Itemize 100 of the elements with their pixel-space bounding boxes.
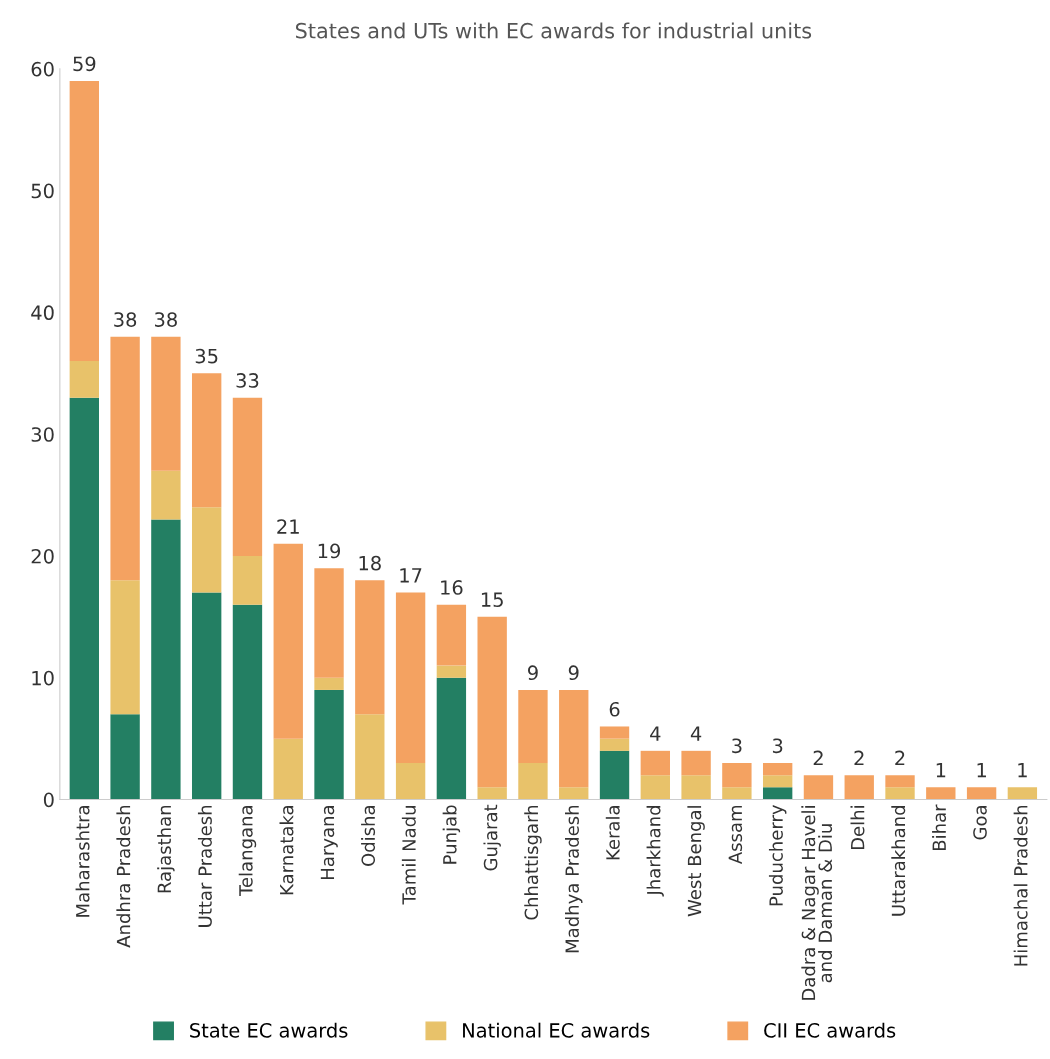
bar <box>232 555 263 605</box>
bar <box>69 361 99 398</box>
total-label: 3 <box>732 738 742 754</box>
bar <box>885 787 915 800</box>
bar <box>640 775 670 800</box>
bar <box>436 665 467 678</box>
x-tick-label: Rajasthan <box>157 805 175 893</box>
bar <box>436 677 467 800</box>
bar <box>232 604 263 800</box>
bar <box>395 592 426 764</box>
x-tick-label: Himachal Pradesh <box>1013 805 1028 966</box>
x-tick-label: Andhra Pradesh <box>116 805 131 948</box>
y-tick-label: 10 <box>32 670 54 686</box>
x-tick-label: Kerala <box>605 806 620 860</box>
x-tick-label: Dadra & Nagar Haveli and Daman & Diu <box>801 806 833 1000</box>
x-tick-label: Gujarat <box>483 804 501 871</box>
bar <box>762 787 793 800</box>
x-tick-label: West Bengal <box>687 806 705 917</box>
bar <box>559 787 589 800</box>
total-label: 9 <box>528 665 538 681</box>
total-label: 1 <box>977 763 986 778</box>
bar <box>232 397 263 556</box>
y-tick-label: 50 <box>31 183 54 199</box>
x-tick-label: Maharashtra <box>75 806 90 917</box>
x-tick-label: Uttar Pradesh <box>197 805 212 927</box>
y-tick-label: 20 <box>31 548 54 564</box>
y-tick-label: 30 <box>31 427 54 442</box>
bar <box>885 775 915 788</box>
bar <box>640 750 670 776</box>
total-label: 2 <box>895 750 905 766</box>
bar <box>314 568 344 678</box>
x-tick-label: Bihar <box>932 804 947 850</box>
total-label: 1 <box>1018 763 1027 778</box>
bar <box>762 775 793 788</box>
bar <box>395 763 426 800</box>
bar <box>151 470 181 520</box>
bar <box>966 787 997 800</box>
chart-title: States and UTs with EC awards for industrial units <box>295 22 812 39</box>
x-tick-label: Puducherry <box>768 804 787 906</box>
x-tick-label: Punjab <box>442 805 461 864</box>
total-label: 35 <box>195 348 218 364</box>
total-label: 38 <box>155 312 177 327</box>
total-label: 2 <box>854 750 864 766</box>
bar <box>191 373 222 508</box>
bar <box>151 336 181 471</box>
y-tick-label: 0 <box>43 792 54 808</box>
total-label: 9 <box>568 665 579 681</box>
bar <box>110 714 140 800</box>
bar <box>599 738 630 751</box>
bar <box>151 519 181 800</box>
bar <box>69 397 99 800</box>
bar <box>355 714 385 800</box>
total-label: 19 <box>318 543 341 559</box>
legend-label: National EC awards <box>463 1022 650 1038</box>
bar <box>518 763 548 800</box>
total-label: 1 <box>936 763 946 778</box>
total-label: 6 <box>609 701 620 717</box>
x-tick-label: Karnataka <box>279 806 294 895</box>
bar <box>355 580 385 715</box>
legend-label: CII EC awards <box>764 1022 896 1038</box>
bar <box>436 604 467 666</box>
total-label: 59 <box>73 56 96 72</box>
y-tick-label: 40 <box>31 305 54 321</box>
bar <box>926 787 956 800</box>
x-tick-label: Tamil Nadu <box>401 806 416 905</box>
bar <box>681 750 711 776</box>
bar <box>314 677 344 690</box>
total-label: 2 <box>813 750 823 766</box>
x-tick-label: Haryana <box>320 806 338 879</box>
bar <box>314 689 344 800</box>
legend-label: State EC awards <box>190 1022 348 1038</box>
bar <box>681 775 711 800</box>
bar <box>191 592 222 800</box>
bar <box>722 787 752 800</box>
bar <box>844 775 874 800</box>
x-tick-label: Jharkhand <box>646 806 664 897</box>
x-tick-label: Delhi <box>850 806 865 850</box>
x-tick-label: Telangana <box>238 806 257 897</box>
x-tick-label: Goa <box>973 806 987 840</box>
x-tick-label: Uttarakhand <box>891 806 906 916</box>
total-label: 21 <box>277 519 299 534</box>
bar <box>599 726 630 739</box>
bar <box>559 689 589 788</box>
total-label: 16 <box>441 580 463 595</box>
total-label: 15 <box>481 592 503 608</box>
total-label: 18 <box>359 555 381 571</box>
x-tick-label: Chhattisgarh <box>524 805 542 920</box>
bar <box>1007 787 1038 800</box>
y-tick-label: 60 <box>31 61 54 77</box>
bar <box>477 616 507 788</box>
total-label: 33 <box>236 373 259 388</box>
total-label: 4 <box>690 726 702 741</box>
bar <box>191 507 222 593</box>
bar <box>110 580 140 715</box>
bar <box>69 81 99 362</box>
bar <box>273 543 303 739</box>
bar <box>803 775 834 800</box>
bar <box>518 689 548 764</box>
total-label: 4 <box>650 726 661 741</box>
bar <box>273 738 303 800</box>
